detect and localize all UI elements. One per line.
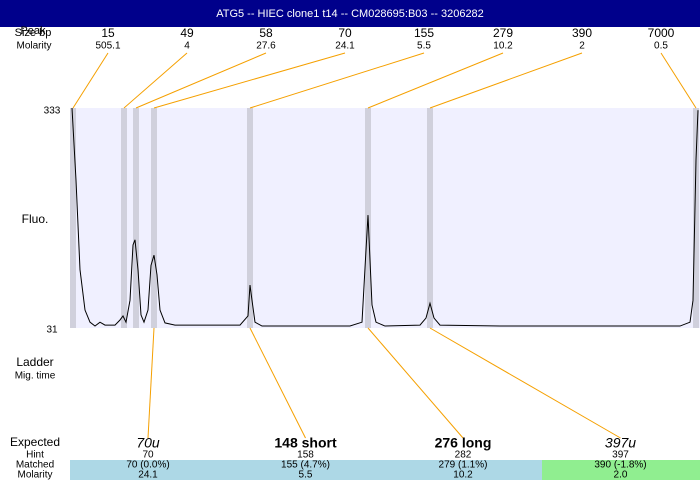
expected: 397u <box>605 435 636 451</box>
row-label: Molarity <box>17 470 52 480</box>
peak-size: 7000 <box>648 26 675 40</box>
molarity: 10.2 <box>453 470 473 480</box>
expected: 276 long <box>435 435 492 451</box>
title-bar <box>0 0 700 27</box>
expected-connector <box>147 327 155 439</box>
peak-size: 49 <box>180 26 194 40</box>
hint: 70 <box>142 450 154 461</box>
peak-connector <box>249 52 425 109</box>
hint: 397 <box>612 450 629 461</box>
peak-band <box>151 108 157 328</box>
ladder-label: Ladder <box>16 355 53 369</box>
matched: 279 (1.1%) <box>439 460 488 471</box>
hint: 158 <box>297 450 314 461</box>
molarity: 24.1 <box>138 470 158 480</box>
peak-size: 155 <box>414 26 434 40</box>
molarity: 5.5 <box>299 470 313 480</box>
peak-molarity: 0.5 <box>654 41 668 52</box>
hint: 282 <box>455 450 472 461</box>
peak-connector <box>72 52 109 109</box>
peak-connector <box>429 52 583 109</box>
title: ATG5 -- HIEC clone1 t14 -- CM028695:B03 … <box>216 8 484 20</box>
molarity-label: Molarity <box>16 41 51 52</box>
matched-band <box>70 460 542 480</box>
matched: 155 (4.7%) <box>281 460 330 471</box>
plot-area <box>70 108 700 328</box>
peak-molarity: 5.5 <box>417 41 431 52</box>
peak-band <box>693 108 699 328</box>
size-label: Size bp <box>15 27 52 39</box>
peak-band <box>133 108 139 328</box>
peak-band <box>121 108 127 328</box>
peak-molarity: 505.1 <box>95 41 120 52</box>
expected-connector <box>429 327 621 439</box>
y-tick-label: 333 <box>44 106 61 117</box>
trace <box>71 107 699 327</box>
peak-molarity: 24.1 <box>335 41 355 52</box>
peak-molarity: 10.2 <box>493 41 513 52</box>
expected-connector <box>249 327 306 439</box>
peak-label: Peak <box>20 25 46 37</box>
expected: 70u <box>136 435 160 451</box>
peak-connector <box>367 52 504 109</box>
row-label: Expected <box>10 435 60 449</box>
peak-connector <box>123 52 188 109</box>
peak-connector <box>660 52 697 109</box>
matched: 390 (-1.8%) <box>594 460 646 471</box>
molarity: 2.0 <box>614 470 628 480</box>
peak-band <box>70 108 76 328</box>
peak-size: 15 <box>101 26 115 40</box>
row-label: Matched <box>16 460 54 471</box>
row-label: Hint <box>26 450 44 461</box>
y-tick-label: 31 <box>46 325 58 336</box>
expected-connector <box>367 327 464 439</box>
peak-connector <box>153 52 346 109</box>
peak-size: 70 <box>338 26 352 40</box>
peak-size: 279 <box>493 26 513 40</box>
expected: 148 short <box>274 435 337 451</box>
peak-connector <box>135 52 267 109</box>
peak-size: 390 <box>572 26 592 40</box>
peak-molarity: 2 <box>579 41 585 52</box>
mig-time-label: Mig. time <box>15 371 56 382</box>
peak-molarity: 27.6 <box>256 41 276 52</box>
y-axis-label: Fluo. <box>22 212 49 226</box>
peak-band <box>247 108 253 328</box>
matched: 70 (0.0%) <box>126 460 169 471</box>
matched-band <box>542 460 700 480</box>
peak-band <box>427 108 433 328</box>
peak-molarity: 4 <box>184 41 190 52</box>
peak-size: 58 <box>259 26 273 40</box>
